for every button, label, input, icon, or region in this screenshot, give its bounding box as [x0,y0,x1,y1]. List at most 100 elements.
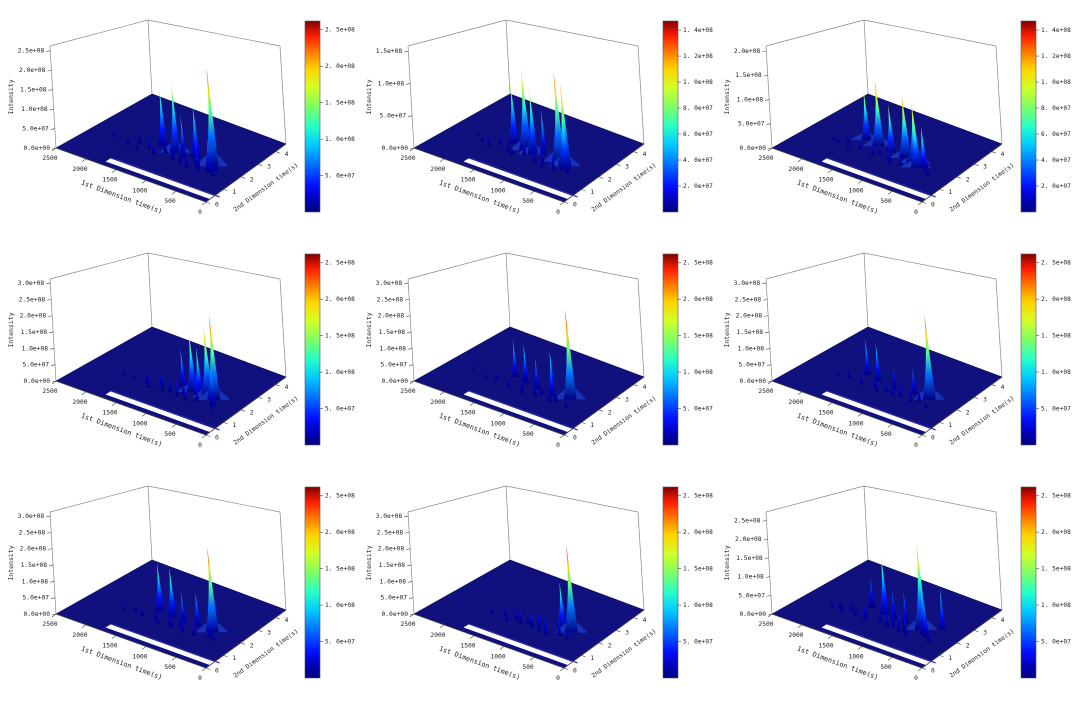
z-tick-label: 2.0e+08 [734,48,761,55]
surface [771,80,1003,203]
x-tick-label: 2000 [788,399,803,406]
surface-plot: 0.0e+00 5.0e+07 1.0e+08 1.5e+08 2.0e+08 2.5e+… [365,252,713,449]
z-tick-label: 3.0e+08 [18,280,45,287]
z-tick-label: 0.0e+00 [739,378,766,385]
x-tick-label: 2000 [72,632,87,639]
colorbar: 5. 0e+07 1. 0e+08 1. 5e+08 2. 0e+08 2. 5e+08 [304,486,355,679]
x-tick-label: 1500 [460,410,475,417]
z-tick-label: 2.0e+08 [19,67,46,74]
x-tick-label: 500 [522,664,534,671]
y-tick-label: 4 [1001,151,1005,158]
colorbar-tick-label: 1. 5e+08 [1041,566,1071,573]
colorbar-tick-label: 2. 0e+08 [1041,296,1071,303]
colorbar-tick-label: 6. 0e+07 [683,131,713,138]
x-tick-label: 2000 [788,166,803,173]
colorbar-tick-label: 1. 0e+08 [1041,602,1071,609]
z-tick-label: 2.5e+08 [377,529,404,536]
y-tick-label: 2 [250,642,254,649]
z-tick-label: 1.0e+08 [22,345,49,352]
colorbar-tick-label: 1. 4e+08 [1041,27,1071,34]
x-tick-label: 1500 [102,177,117,184]
colorbar-tick-label: 1. 4e+08 [683,27,713,34]
y-tick-label: 2 [966,176,970,183]
x-axis-label: 1st Dimension time(s) [80,645,163,682]
y-tick-label: 3 [267,397,271,404]
surface-plot-cell-r1c3: 0.0e+00 5.0e+07 1.0e+08 1.5e+08 2.0e+08 2500 2… [716,0,1074,233]
colorbar: 2. 0e+07 4. 0e+07 6. 0e+07 8. 0e+07 1. 0e+08… [1020,20,1071,213]
x-tick-label: 1000 [848,187,863,194]
y-tick-label: 1 [590,655,594,662]
x-tick-label: 2500 [758,155,773,162]
z-tick-label: 5.0e+07 [22,595,49,602]
colorbar-tick-label: 1. 0e+08 [683,602,713,609]
z-tick-label: 3.0e+08 [376,513,403,520]
z-tick-label: 2.5e+08 [735,296,762,303]
z-tick-label: 2.5e+08 [734,517,761,524]
colorbar-tick-label: 1. 5e+08 [325,333,355,340]
z-tick-label: 5.0e+07 [22,126,49,133]
z-tick-label: 2.0e+08 [378,313,405,320]
z-tick-label: 2.5e+08 [377,296,404,303]
surface-plot-cell-r2c2: 0.0e+00 5.0e+07 1.0e+08 1.5e+08 2.0e+08 2.5e+… [358,233,716,466]
colorbar-tick-label: 1. 5e+08 [1041,333,1071,340]
surface [55,67,287,203]
z-tick-label: 5.0e+07 [380,595,407,602]
colorbar-tick-label: 2. 5e+08 [1041,260,1071,267]
x-tick-label: 0 [914,209,918,216]
x-tick-label: 2500 [758,621,773,628]
x-tick-label: 2000 [72,166,87,173]
y-tick-label: 3 [625,164,629,171]
y-tick-label: 2 [966,409,970,416]
x-tick-label: 1500 [818,410,833,417]
colorbar-tick-label: 1. 5e+08 [325,566,355,573]
y-tick-label: 0 [573,202,577,209]
z-tick-label: 0.0e+00 [23,611,50,618]
colorbar-tick-label: 8. 0e+07 [683,105,713,112]
x-tick-label: 0 [556,675,560,682]
y-tick-label: 4 [643,151,647,158]
x-tick-label: 2000 [72,399,87,406]
colorbar-tick-label: 5. 0e+07 [1041,639,1071,646]
colorbar-tick-label: 5. 0e+07 [1041,406,1071,413]
colorbar-tick-label: 1. 0e+08 [683,79,713,86]
x-tick-label: 1000 [132,420,147,427]
x-tick-label: 1500 [460,177,475,184]
y-tick-label: 2 [250,409,254,416]
x-tick-label: 2000 [430,399,445,406]
x-tick-label: 2000 [430,166,445,173]
y-tick-label: 2 [966,642,970,649]
z-tick-label: 1.5e+08 [376,48,403,55]
x-tick-label: 0 [914,675,918,682]
colorbar-tick-label: 1. 0e+08 [1041,79,1071,86]
x-tick-label: 1000 [132,187,147,194]
z-tick-label: 1.5e+08 [379,329,406,336]
x-tick-label: 2500 [400,388,415,395]
z-tick-label: 1.5e+08 [737,329,764,336]
z-tick-label: 5.0e+07 [380,113,407,120]
surface-plot: 0.0e+005.0e+071.0e+081.5e+082.0e+0825002… [723,19,1071,216]
x-tick-label: 1000 [848,653,863,660]
x-tick-label: 500 [522,198,534,205]
z-axis-label: Intensity [7,545,15,580]
z-tick-label: 5.0e+07 [22,362,49,369]
y-tick-label: 1 [948,422,952,429]
surface [55,314,287,436]
x-tick-label: 1000 [132,653,147,660]
colorbar-tick-label: 4. 0e+07 [683,157,713,164]
z-axis-label: Intensity [7,79,15,114]
z-tick-label: 2.0e+08 [735,536,762,543]
x-tick-label: 500 [164,664,176,671]
z-tick-label: 2.5e+08 [19,296,46,303]
colorbar-tick-label: 2. 0e+07 [683,183,713,190]
colorbar-tick-label: 2. 0e+08 [683,296,713,303]
x-tick-label: 2500 [42,621,57,628]
z-tick-label: 1.0e+08 [737,574,764,581]
z-axis-label: Intensity [723,312,731,347]
colorbar-tick-label: 5. 0e+07 [683,406,713,413]
y-tick-label: 1 [948,189,952,196]
z-tick-label: 0.0e+00 [381,145,408,152]
y-tick-label: 3 [983,630,987,637]
y-tick-label: 2 [608,642,612,649]
colorbar: 5. 0e+07 1. 0e+08 1. 5e+08 2. 0e+08 2. 5e+08 [662,253,713,446]
